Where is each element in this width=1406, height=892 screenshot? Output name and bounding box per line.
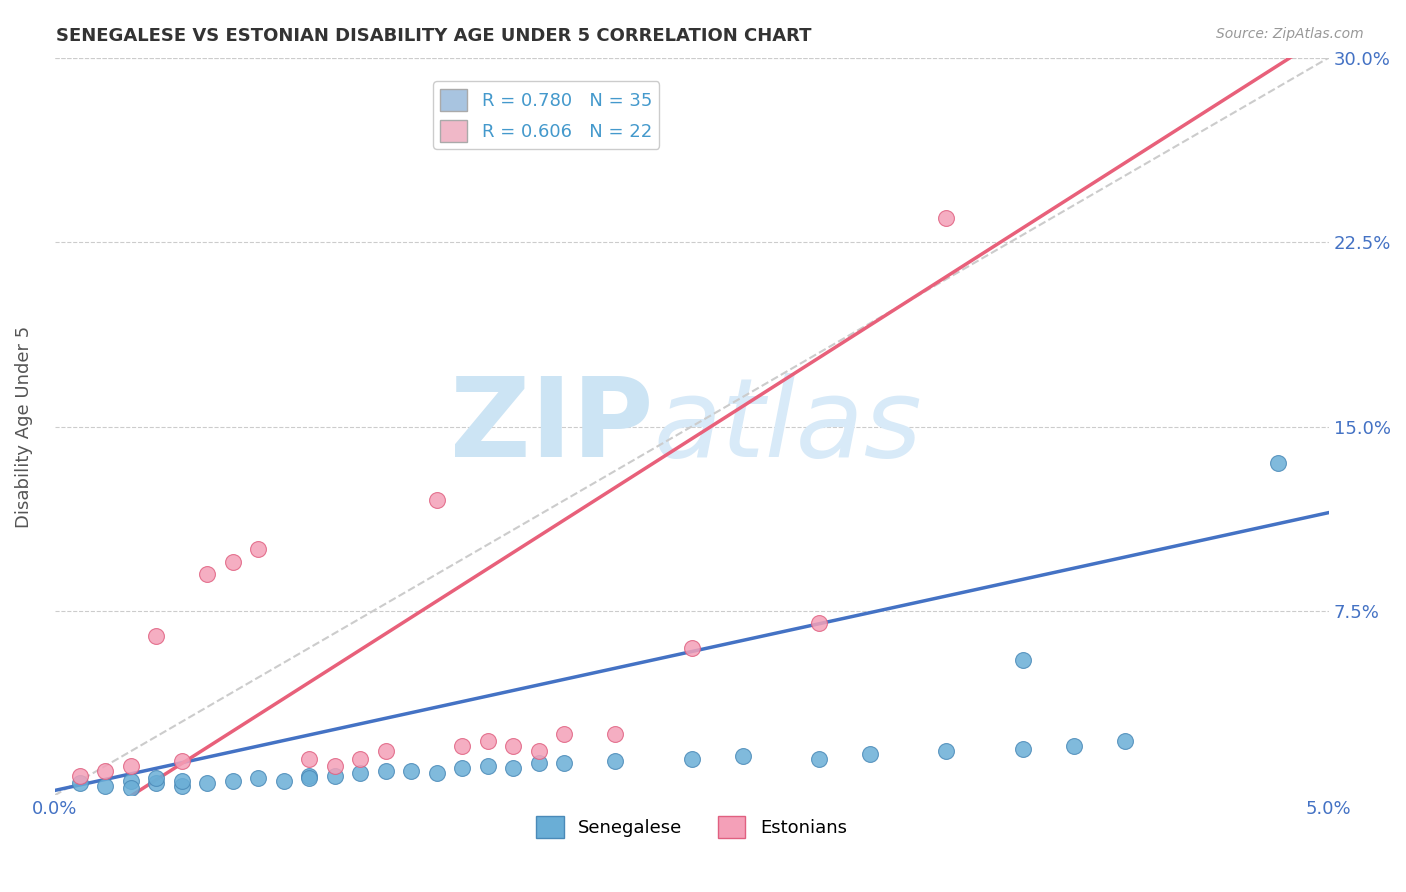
Point bbox=[477, 734, 499, 748]
Point bbox=[323, 759, 346, 773]
Point bbox=[145, 629, 167, 643]
Point bbox=[120, 759, 142, 773]
Point bbox=[94, 779, 117, 793]
Y-axis label: Disability Age Under 5: Disability Age Under 5 bbox=[15, 326, 32, 528]
Point bbox=[298, 751, 321, 765]
Point bbox=[527, 744, 550, 758]
Point bbox=[145, 776, 167, 790]
Point bbox=[553, 756, 575, 771]
Point bbox=[170, 779, 193, 793]
Point bbox=[145, 771, 167, 785]
Point bbox=[120, 780, 142, 795]
Point bbox=[374, 744, 396, 758]
Point bbox=[477, 759, 499, 773]
Text: ZIP: ZIP bbox=[450, 373, 654, 480]
Point bbox=[1063, 739, 1085, 754]
Point bbox=[808, 616, 831, 631]
Point bbox=[273, 773, 295, 788]
Point bbox=[527, 756, 550, 771]
Point bbox=[426, 766, 449, 780]
Point bbox=[935, 744, 957, 758]
Point bbox=[170, 754, 193, 768]
Point bbox=[298, 771, 321, 785]
Point bbox=[605, 727, 627, 741]
Point bbox=[502, 761, 524, 775]
Point bbox=[247, 771, 270, 785]
Point bbox=[681, 640, 703, 655]
Point bbox=[451, 739, 474, 754]
Point bbox=[222, 555, 245, 569]
Point bbox=[1012, 653, 1035, 667]
Point bbox=[69, 769, 91, 783]
Point bbox=[197, 567, 219, 582]
Text: SENEGALESE VS ESTONIAN DISABILITY AGE UNDER 5 CORRELATION CHART: SENEGALESE VS ESTONIAN DISABILITY AGE UN… bbox=[56, 27, 811, 45]
Point bbox=[451, 761, 474, 775]
Point bbox=[120, 773, 142, 788]
Point bbox=[426, 493, 449, 508]
Point bbox=[681, 751, 703, 765]
Point bbox=[502, 739, 524, 754]
Text: atlas: atlas bbox=[654, 373, 922, 480]
Point bbox=[605, 754, 627, 768]
Point bbox=[731, 749, 754, 764]
Point bbox=[197, 776, 219, 790]
Point bbox=[349, 766, 371, 780]
Point bbox=[94, 764, 117, 778]
Point bbox=[808, 751, 831, 765]
Point bbox=[401, 764, 423, 778]
Point bbox=[170, 773, 193, 788]
Point bbox=[374, 764, 396, 778]
Point bbox=[349, 751, 371, 765]
Point bbox=[553, 727, 575, 741]
Point bbox=[323, 769, 346, 783]
Point bbox=[935, 211, 957, 225]
Text: Source: ZipAtlas.com: Source: ZipAtlas.com bbox=[1216, 27, 1364, 41]
Point bbox=[247, 542, 270, 557]
Point bbox=[859, 747, 882, 761]
Point bbox=[1012, 741, 1035, 756]
Point bbox=[1267, 457, 1289, 471]
Legend: Senegalese, Estonians: Senegalese, Estonians bbox=[529, 809, 853, 846]
Point bbox=[298, 769, 321, 783]
Point bbox=[222, 773, 245, 788]
Point bbox=[1114, 734, 1136, 748]
Point bbox=[69, 776, 91, 790]
